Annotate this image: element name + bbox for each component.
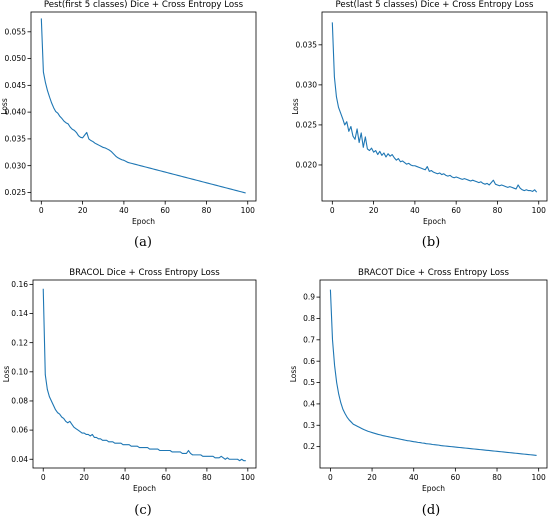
y-tick-label: 0.035	[296, 40, 318, 49]
chart-panel-2: Pest(last 5 classes) Dice + Cross Entrop…	[291, 0, 548, 250]
axes-frame	[319, 279, 548, 469]
subfigure-caption: (a)	[134, 235, 152, 250]
y-tick-label: 0.3	[303, 421, 315, 430]
y-tick-label: 0.7	[303, 335, 315, 344]
y-tick-label: 0.06	[11, 426, 28, 435]
x-tick-label: 100	[532, 206, 547, 215]
x-axis-label: Epoch	[423, 217, 446, 226]
y-tick-label: 0.045	[5, 81, 27, 90]
chart-title: Pest(last 5 classes) Dice + Cross Entrop…	[336, 0, 534, 10]
y-tick-label: 0.04	[11, 455, 28, 464]
y-tick-label: 0.4	[303, 400, 315, 409]
y-tick-label: 0.08	[11, 397, 28, 406]
y-tick-label: 0.12	[11, 338, 28, 347]
x-tick-label: 60	[160, 206, 170, 215]
subfigure-caption: (d)	[422, 503, 440, 518]
y-tick-label: 0.8	[303, 314, 315, 323]
y-axis-label: Loss	[291, 98, 300, 115]
y-tick-label: 0.10	[11, 367, 28, 376]
chart-title: BRACOL Dice + Cross Entropy Loss	[69, 268, 220, 278]
x-axis-label: Epoch	[133, 484, 156, 493]
y-tick-label: 0.035	[5, 134, 27, 143]
x-tick-label: 100	[241, 473, 256, 482]
subfigure-caption: (c)	[134, 503, 151, 518]
chart-title: Pest(first 5 classes) Dice + Cross Entro…	[44, 0, 244, 10]
y-tick-label: 0.6	[303, 357, 315, 366]
x-tick-label: 100	[532, 473, 547, 482]
series-line-1	[331, 22, 538, 193]
x-tick-label: 80	[202, 206, 212, 215]
series-line-1	[329, 289, 537, 456]
x-tick-label: 60	[451, 473, 461, 482]
x-tick-label: 100	[241, 206, 256, 215]
x-tick-label: 80	[492, 473, 502, 482]
chart-panel-1: Pest(first 5 classes) Dice + Cross Entro…	[0, 0, 257, 250]
chart-panel-4: BRACOT Dice + Cross Entropy Loss 0 20 40 60 8…	[289, 268, 548, 518]
x-tick-label: 0	[328, 473, 333, 482]
y-tick-label: 0.025	[296, 121, 318, 130]
y-tick-label: 0.030	[296, 80, 318, 89]
y-tick-label: 0.14	[11, 309, 28, 318]
chart-panel-3: BRACOL Dice + Cross Entropy Loss 0 20 40 60 8…	[2, 268, 257, 518]
x-tick-label: 80	[202, 473, 212, 482]
x-axis-label: Epoch	[132, 217, 155, 226]
x-tick-label: 20	[367, 473, 377, 482]
x-tick-label: 40	[120, 473, 130, 482]
x-tick-label: 60	[161, 473, 171, 482]
x-tick-label: 0	[330, 206, 335, 215]
series-line-1	[42, 288, 246, 462]
y-tick-label: 0.025	[5, 188, 27, 197]
y-tick-label: 0.9	[303, 293, 315, 302]
axes-frame	[30, 11, 257, 202]
y-axis-label: Loss	[289, 366, 298, 383]
x-tick-label: 80	[493, 206, 503, 215]
subfigure-caption: (b)	[422, 235, 440, 250]
axes-frame	[321, 11, 548, 202]
y-tick-label: 0.050	[5, 54, 27, 63]
axes-frame	[32, 279, 257, 469]
x-tick-label: 60	[451, 206, 461, 215]
y-tick-label: 0.055	[5, 27, 27, 36]
y-tick-label: 0.16	[11, 280, 28, 289]
y-axis-label: Loss	[0, 98, 9, 115]
y-axis-label: Loss	[2, 366, 11, 383]
x-tick-label: 0	[41, 473, 46, 482]
y-tick-label: 0.030	[5, 161, 27, 170]
y-tick-label: 0.2	[303, 442, 315, 451]
x-tick-label: 20	[79, 473, 89, 482]
y-tick-label: 0.5	[303, 378, 315, 387]
x-tick-label: 40	[119, 206, 129, 215]
x-axis-label: Epoch	[422, 484, 445, 493]
y-tick-label: 0.020	[296, 161, 318, 170]
x-tick-label: 0	[39, 206, 44, 215]
series-line-1	[40, 18, 246, 194]
x-tick-label: 20	[78, 206, 88, 215]
x-tick-label: 40	[409, 473, 419, 482]
x-tick-label: 40	[410, 206, 420, 215]
x-tick-label: 20	[369, 206, 379, 215]
y-tick-label: 0.040	[5, 108, 27, 117]
chart-title: BRACOT Dice + Cross Entropy Loss	[358, 268, 509, 278]
